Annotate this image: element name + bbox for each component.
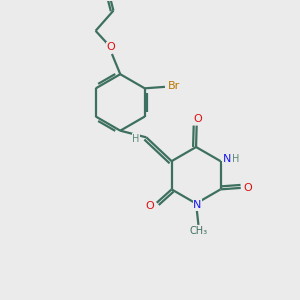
Text: O: O	[146, 201, 154, 211]
Text: Br: Br	[168, 81, 181, 91]
Text: O: O	[243, 183, 252, 193]
Text: N: N	[223, 154, 231, 164]
Text: H: H	[232, 154, 240, 164]
Text: N: N	[194, 200, 202, 210]
Text: O: O	[106, 43, 115, 52]
Text: CH₃: CH₃	[190, 226, 208, 236]
Text: O: O	[193, 114, 202, 124]
Text: H: H	[132, 134, 140, 144]
